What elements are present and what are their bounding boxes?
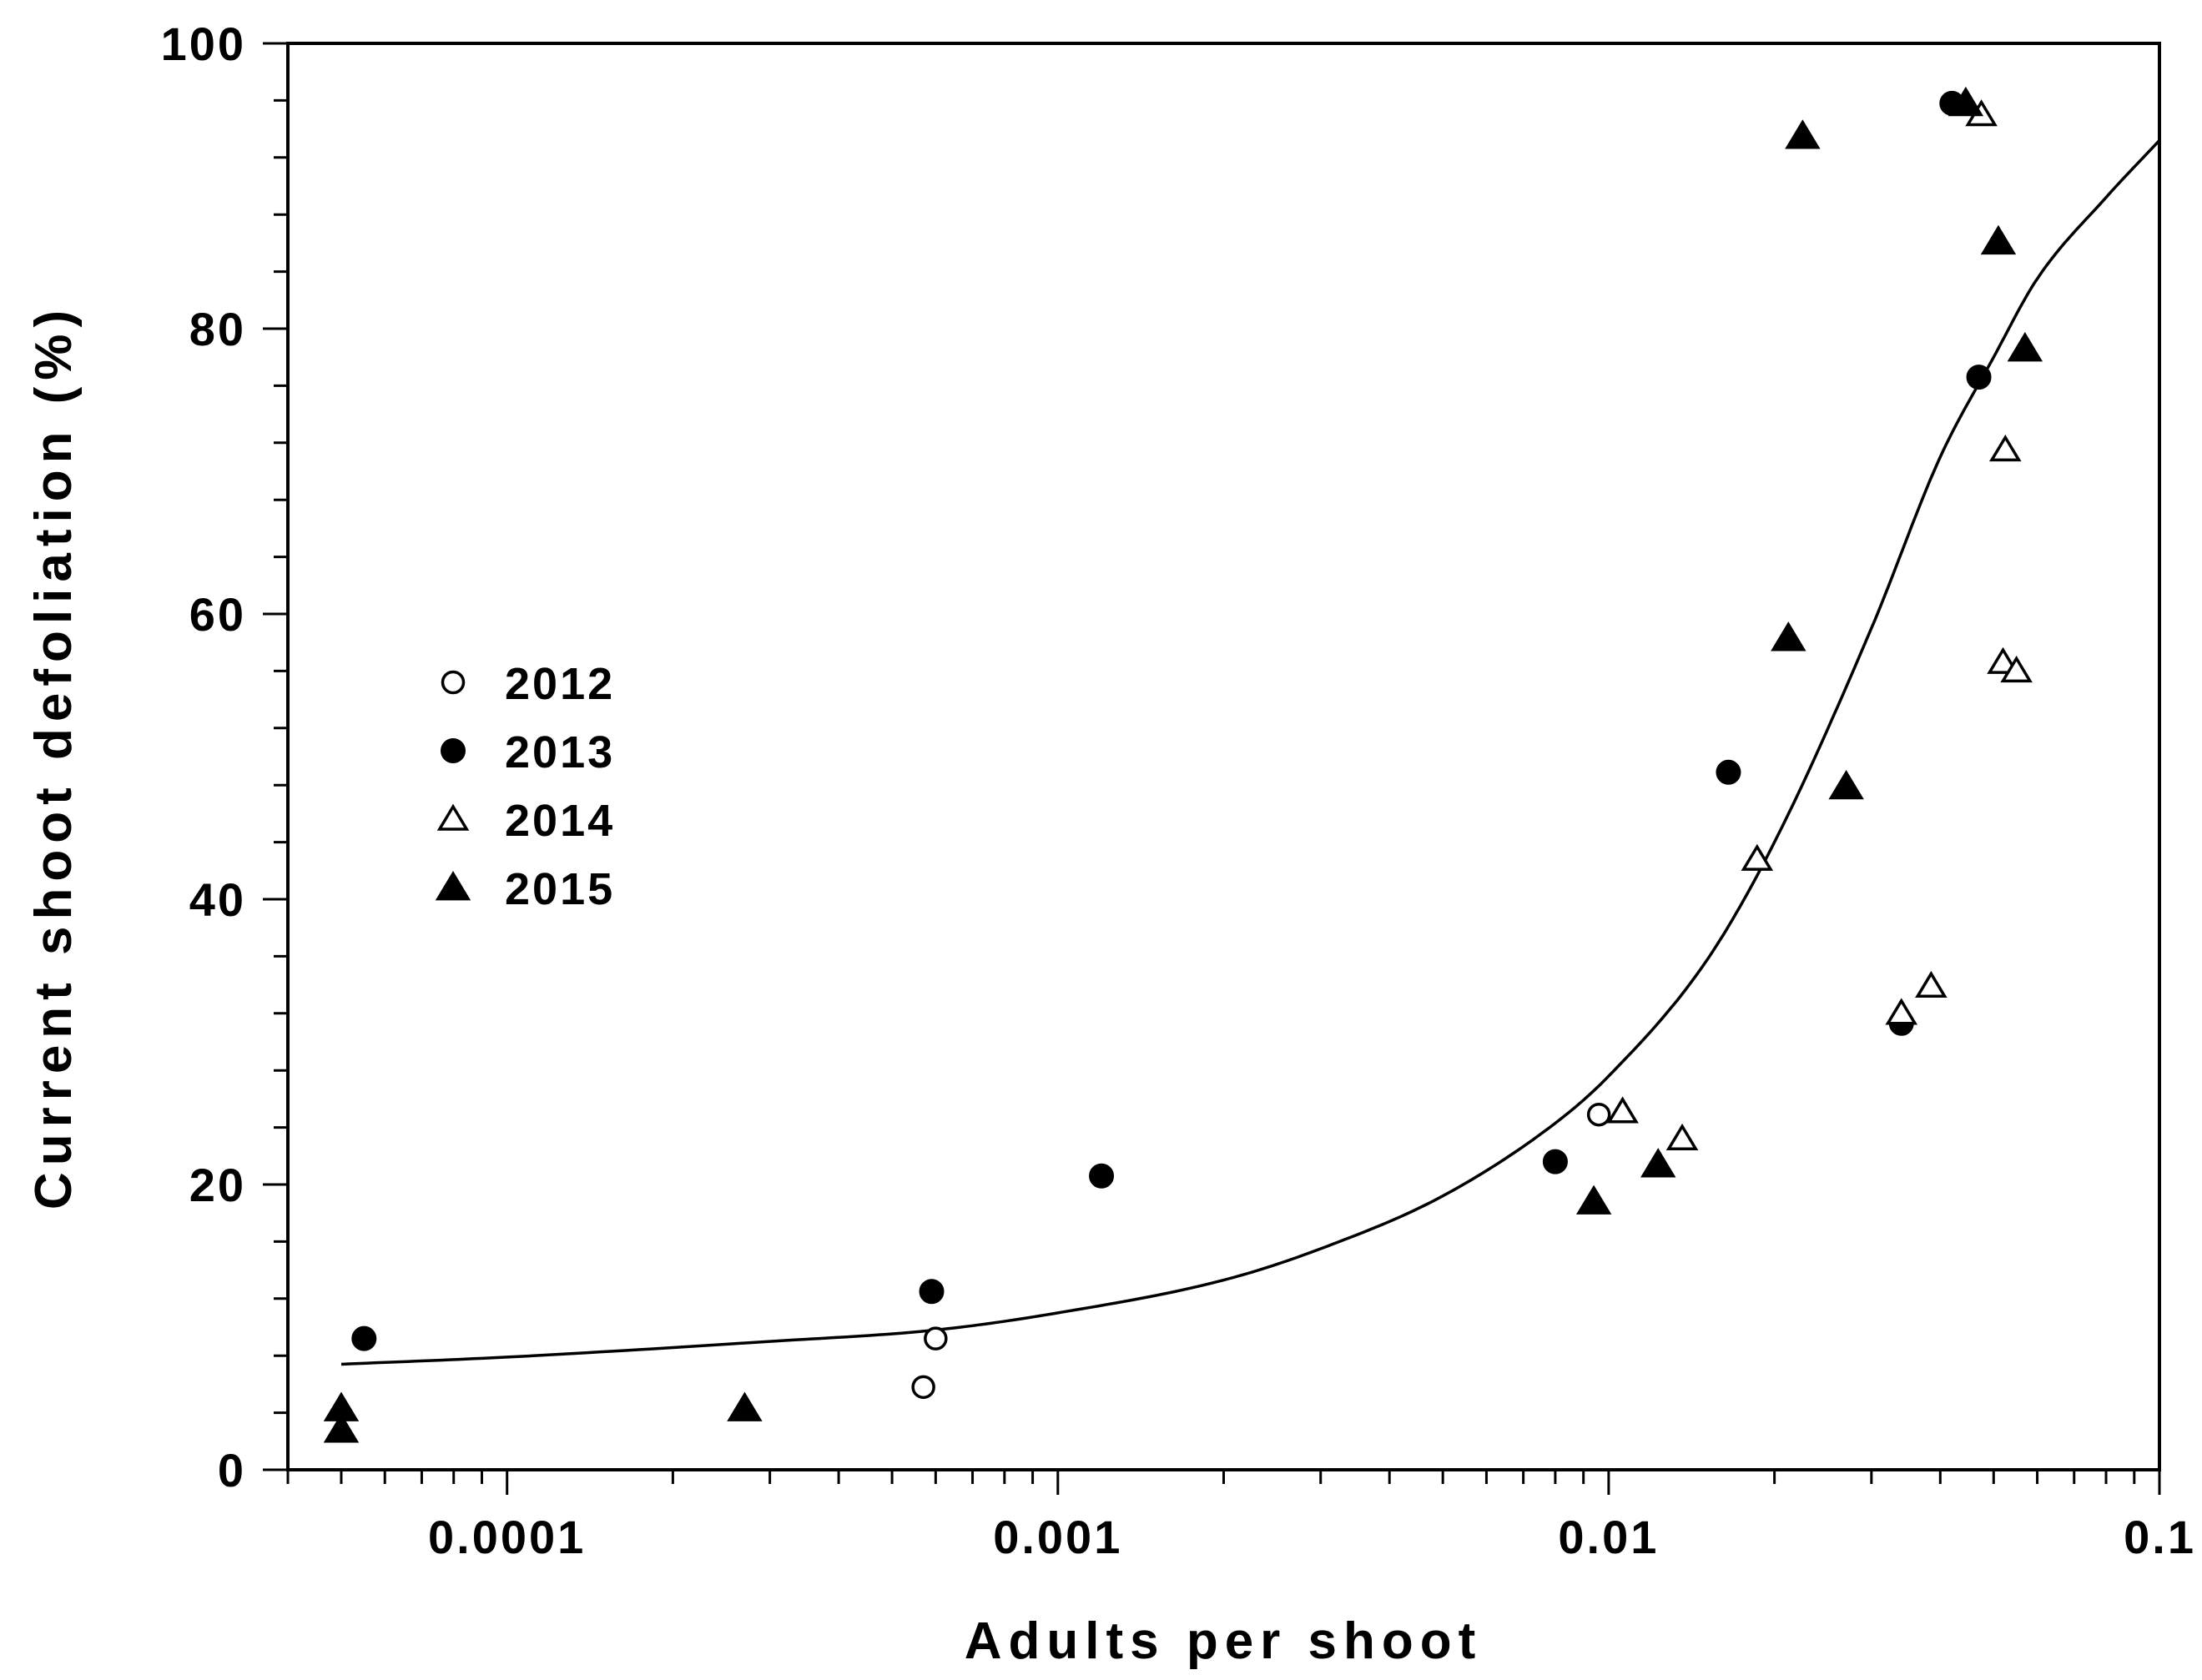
data-point-2012 [924,1326,948,1351]
fit-curve [340,139,2161,1366]
data-point-2015 [1980,224,2017,255]
y-tick-label: 0 [218,1444,246,1496]
x-axis-title: Adults per shoot [965,1612,1483,1670]
data-point-2012 [1586,1102,1611,1127]
y-tick-label: 60 [189,588,246,641]
data-point-2012 [911,1375,935,1400]
data-point-2014 [1606,1096,1639,1124]
data-point-2014 [1885,998,1918,1025]
x-axis-ticks: 0.0001 0.001 0.01 0.1 [286,1470,2196,1563]
x-tick-label: 0.0001 [428,1511,586,1563]
data-points-layer [323,86,2043,1443]
legend-label-2012: 2012 [505,659,615,709]
data-point-2015 [1771,621,1806,651]
legend-label-2013: 2013 [505,727,615,777]
legend-label-2015: 2015 [505,864,615,914]
y-tick-label: 80 [189,303,246,355]
data-point-2015 [323,1413,360,1443]
data-point-2013 [1716,759,1741,785]
legend-marker-2014 [436,803,470,831]
data-point-2015 [1575,1185,1612,1215]
y-tick-label: 20 [189,1159,246,1211]
x-tick-label: 0.001 [993,1511,1122,1563]
x-tick-label: 0.01 [1558,1511,1659,1563]
data-point-2014 [1665,1123,1699,1151]
data-point-2015 [1948,86,1984,117]
data-point-2015 [1640,1148,1676,1178]
data-point-2015 [1828,769,1864,800]
data-point-2015 [1785,119,1821,149]
x-tick-label: 0.1 [2124,1511,2196,1563]
data-point-2015 [2007,331,2043,362]
data-point-2013 [1089,1163,1115,1189]
data-point-2015 [727,1391,763,1421]
data-point-2014 [1915,970,1948,998]
data-point-2013 [919,1279,945,1305]
y-axis-ticks: 0 20 40 60 80 100 [161,18,288,1496]
data-point-2014 [2000,655,2033,683]
data-point-2015 [323,1391,360,1421]
data-point-2013 [351,1325,377,1351]
y-tick-label: 100 [161,18,246,70]
data-point-2013 [1966,365,1992,390]
data-point-2014 [1741,843,1774,871]
fit-curve-layer [340,139,2161,1366]
legend: 2012 2013 2014 2015 [435,659,615,914]
legend-marker-2015 [435,871,471,901]
data-point-2014 [1988,434,2022,462]
legend-marker-2012 [441,670,466,695]
legend-marker-2013 [441,738,466,763]
y-tick-label: 40 [189,873,246,926]
y-axis-title: Current shoot defoliation (%) [25,304,83,1210]
legend-label-2014: 2014 [505,796,615,846]
data-point-2013 [1542,1149,1568,1174]
